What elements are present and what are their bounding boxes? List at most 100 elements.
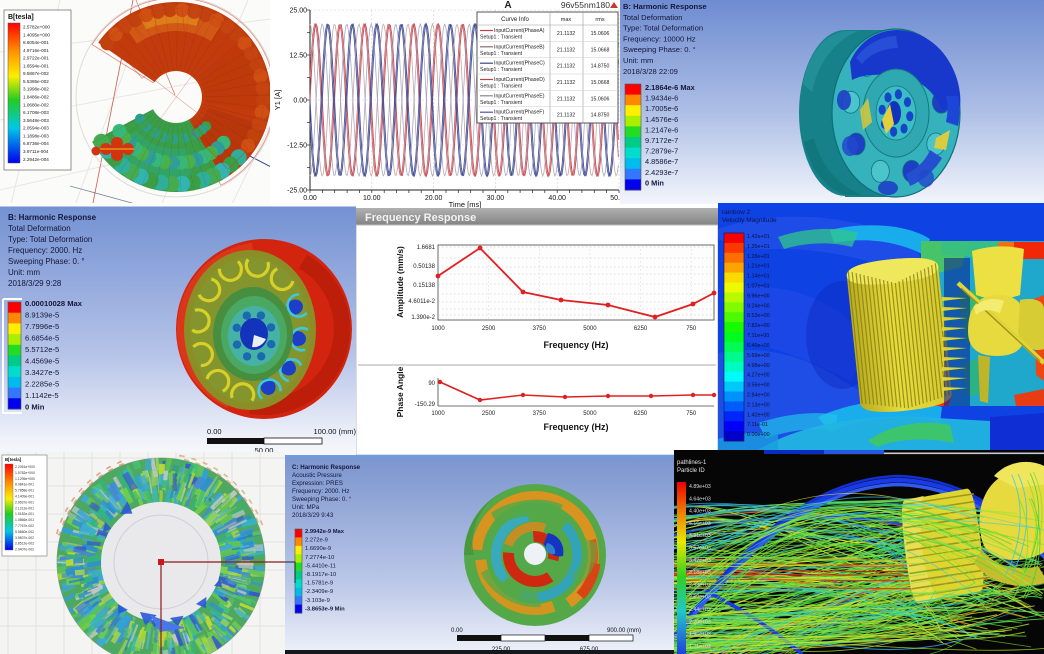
svg-text:InputCurrent(PhaseF): InputCurrent(PhaseF) (494, 110, 544, 116)
svg-text:-3.8653e-9 Min: -3.8653e-9 Min (305, 606, 345, 612)
svg-text:Particle ID: Particle ID (677, 468, 705, 474)
svg-text:100.00 (mm): 100.00 (mm) (313, 427, 356, 436)
svg-text:Unit: mm: Unit: mm (623, 56, 653, 65)
svg-text:0.00e+00: 0.00e+00 (747, 432, 770, 438)
svg-text:Time [ms]: Time [ms] (449, 200, 482, 208)
svg-text:7.2774e-10: 7.2774e-10 (305, 555, 334, 561)
svg-text:9.96e+00: 9.96e+00 (747, 293, 770, 299)
svg-text:2.0594e-003: 2.0594e-003 (23, 126, 49, 131)
svg-text:7.11e-01: 7.11e-01 (747, 422, 768, 428)
svg-text:5.5712e-5: 5.5712e-5 (25, 345, 59, 354)
svg-text:0.00: 0.00 (303, 195, 317, 202)
svg-text:0.00: 0.00 (207, 427, 222, 436)
svg-text:6.40e+00: 6.40e+00 (747, 343, 770, 349)
svg-text:Phase Angle: Phase Angle (395, 366, 405, 417)
svg-text:max: max (561, 17, 572, 23)
svg-text:4.1409e-001: 4.1409e-001 (15, 495, 34, 499)
svg-text:1.5782e+000: 1.5782e+000 (15, 471, 35, 475)
svg-text:Frequency (Hz): Frequency (Hz) (543, 422, 608, 432)
svg-text:Acoustic Pressure: Acoustic Pressure (292, 472, 342, 479)
svg-text:21.1132: 21.1132 (557, 80, 575, 86)
svg-text:225.00: 225.00 (492, 647, 511, 653)
svg-text:750: 750 (686, 326, 697, 332)
svg-text:4.40e+03: 4.40e+03 (689, 509, 711, 515)
svg-text:50.00: 50.00 (255, 446, 274, 455)
svg-text:1.6594e-001: 1.6594e-001 (23, 63, 49, 68)
svg-text:1.2147e-6: 1.2147e-6 (645, 125, 678, 134)
svg-text:3.5648e-003: 3.5648e-003 (23, 118, 49, 123)
svg-text:Expression: PRES: Expression: PRES (292, 480, 343, 487)
svg-text:1.6681: 1.6681 (417, 245, 436, 251)
svg-text:1.21e+01: 1.21e+01 (747, 264, 770, 270)
svg-text:-150.29: -150.29 (415, 402, 436, 408)
svg-text:3.3427e-5: 3.3427e-5 (25, 368, 59, 377)
svg-text:1.390e-2: 1.390e-2 (411, 315, 435, 321)
svg-text:1000: 1000 (431, 411, 445, 417)
svg-text:6250: 6250 (634, 326, 648, 332)
svg-text:1.8486e-002: 1.8486e-002 (23, 95, 49, 100)
svg-text:1.07e+01: 1.07e+01 (747, 284, 770, 290)
svg-text:21.1132: 21.1132 (557, 31, 575, 37)
svg-text:3.18e+03: 3.18e+03 (689, 570, 711, 576)
svg-text:Setup1 : Transient: Setup1 : Transient (480, 35, 523, 41)
svg-text:2500: 2500 (482, 411, 496, 417)
svg-text:3.9837e-002: 3.9837e-002 (15, 536, 34, 540)
svg-text:2.13e+00: 2.13e+00 (747, 402, 770, 408)
svg-text:2018/3/29 9:43: 2018/3/29 9:43 (292, 512, 334, 519)
svg-text:15.0668: 15.0668 (591, 80, 610, 86)
svg-text:5.69e+00: 5.69e+00 (747, 353, 770, 359)
svg-text:B[tesla]: B[tesla] (8, 14, 34, 21)
svg-text:-2.3409e-9: -2.3409e-9 (305, 589, 333, 595)
svg-text:Frequency (Hz): Frequency (Hz) (543, 340, 608, 350)
svg-text:3.9711e-004: 3.9711e-004 (23, 149, 49, 154)
svg-text:2018/3/28 22:09: 2018/3/28 22:09 (623, 67, 678, 76)
svg-text:-1.5781e-9: -1.5781e-9 (305, 581, 333, 587)
svg-text:10.00: 10.00 (363, 195, 381, 202)
svg-text:B: Harmonic Response: B: Harmonic Response (623, 2, 707, 11)
svg-text:Sweeping Phase: 0. °: Sweeping Phase: 0. ° (8, 257, 85, 266)
svg-text:12.50: 12.50 (289, 53, 307, 60)
svg-text:Sweeping Phase: 0. °: Sweeping Phase: 0. ° (292, 496, 352, 503)
svg-text:750: 750 (686, 411, 697, 417)
svg-text:1.4095e+000: 1.4095e+000 (23, 32, 50, 37)
svg-text:1.7005e-6: 1.7005e-6 (645, 104, 678, 113)
svg-text:900.00 (mm): 900.00 (mm) (607, 628, 641, 634)
svg-text:0.50138: 0.50138 (413, 264, 435, 270)
svg-text:5000: 5000 (583, 326, 597, 332)
svg-text:2.8512e-002: 2.8512e-002 (15, 542, 34, 546)
svg-text:-3.103e-9: -3.103e-9 (305, 598, 330, 604)
svg-text:25.00: 25.00 (289, 8, 307, 15)
svg-text:1.1295e+000: 1.1295e+000 (15, 477, 35, 481)
svg-text:9.24e+00: 9.24e+00 (747, 303, 770, 309)
svg-text:4.9716e-001: 4.9716e-001 (23, 48, 49, 53)
svg-text:7.11e+00: 7.11e+00 (747, 333, 769, 339)
svg-text:3.42e+03: 3.42e+03 (689, 558, 711, 564)
svg-text:1.1898e-003: 1.1898e-003 (23, 133, 49, 138)
svg-text:4.8586e-7: 4.8586e-7 (645, 157, 678, 166)
svg-text:1.14e+01: 1.14e+01 (747, 274, 770, 280)
svg-text:1.0680e-002: 1.0680e-002 (23, 102, 49, 107)
svg-text:2.93e+03: 2.93e+03 (689, 582, 711, 588)
svg-text:Frequency: 2000. Hz: Frequency: 2000. Hz (292, 488, 349, 495)
svg-text:9.5867e-002: 9.5867e-002 (23, 71, 49, 76)
svg-text:5000: 5000 (583, 411, 597, 417)
svg-text:0.00: 0.00 (451, 628, 463, 634)
svg-text:InputCurrent(PhaseA): InputCurrent(PhaseA) (494, 28, 545, 34)
svg-text:Total Deformation: Total Deformation (8, 224, 71, 233)
svg-text:40.00: 40.00 (548, 195, 566, 202)
svg-text:3750: 3750 (533, 411, 547, 417)
svg-text:0 Min: 0 Min (25, 403, 45, 412)
svg-text:0.00: 0.00 (293, 98, 307, 105)
svg-text:4.98e+00: 4.98e+00 (747, 363, 770, 369)
svg-text:2.5782e+000: 2.5782e+000 (23, 25, 50, 30)
svg-text:4.64e+03: 4.64e+03 (689, 496, 711, 502)
svg-text:7.7996e-5: 7.7996e-5 (25, 322, 59, 331)
svg-text:2.9722e-001: 2.9722e-001 (23, 56, 49, 61)
svg-text:6.1708e-003: 6.1708e-003 (23, 110, 49, 115)
svg-text:1.5182e-001: 1.5182e-001 (15, 512, 34, 516)
svg-text:1.71e+03: 1.71e+03 (689, 644, 711, 650)
svg-text:2.2942e-004: 2.2942e-004 (23, 157, 49, 162)
svg-text:2.20e+03: 2.20e+03 (689, 619, 711, 625)
svg-text:1000: 1000 (431, 326, 445, 332)
svg-text:1.42e+01: 1.42e+01 (747, 234, 770, 240)
